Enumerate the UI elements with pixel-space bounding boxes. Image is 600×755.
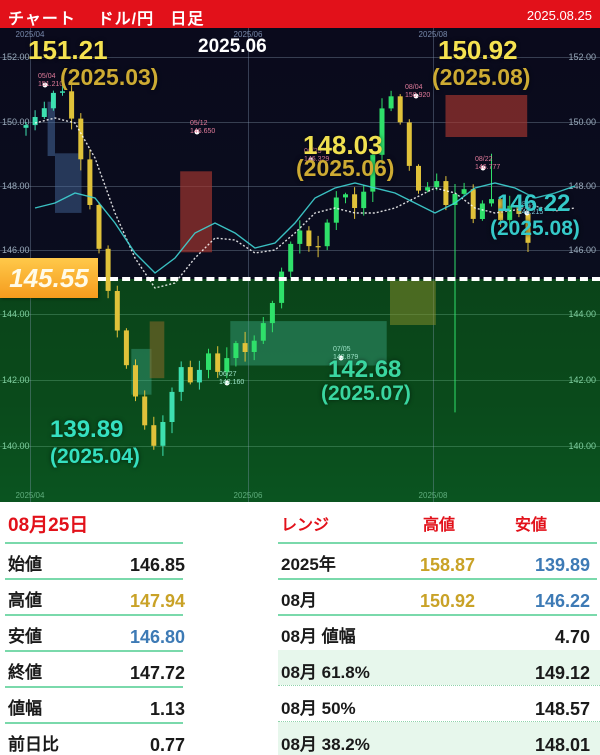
svg-text:07/05: 07/05 bbox=[333, 346, 351, 353]
svg-text:146.777: 146.777 bbox=[475, 164, 500, 171]
svg-text:146.650: 146.650 bbox=[190, 128, 215, 135]
svg-text:06/27: 06/27 bbox=[219, 371, 237, 378]
svg-text:05/12: 05/12 bbox=[190, 120, 208, 127]
svg-text:08/22: 08/22 bbox=[475, 156, 493, 163]
svg-text:08/04: 08/04 bbox=[405, 84, 423, 91]
svg-text:142.160: 142.160 bbox=[219, 379, 244, 386]
svg-text:05/04: 05/04 bbox=[38, 73, 56, 80]
svg-text:150.920: 150.920 bbox=[405, 92, 430, 99]
